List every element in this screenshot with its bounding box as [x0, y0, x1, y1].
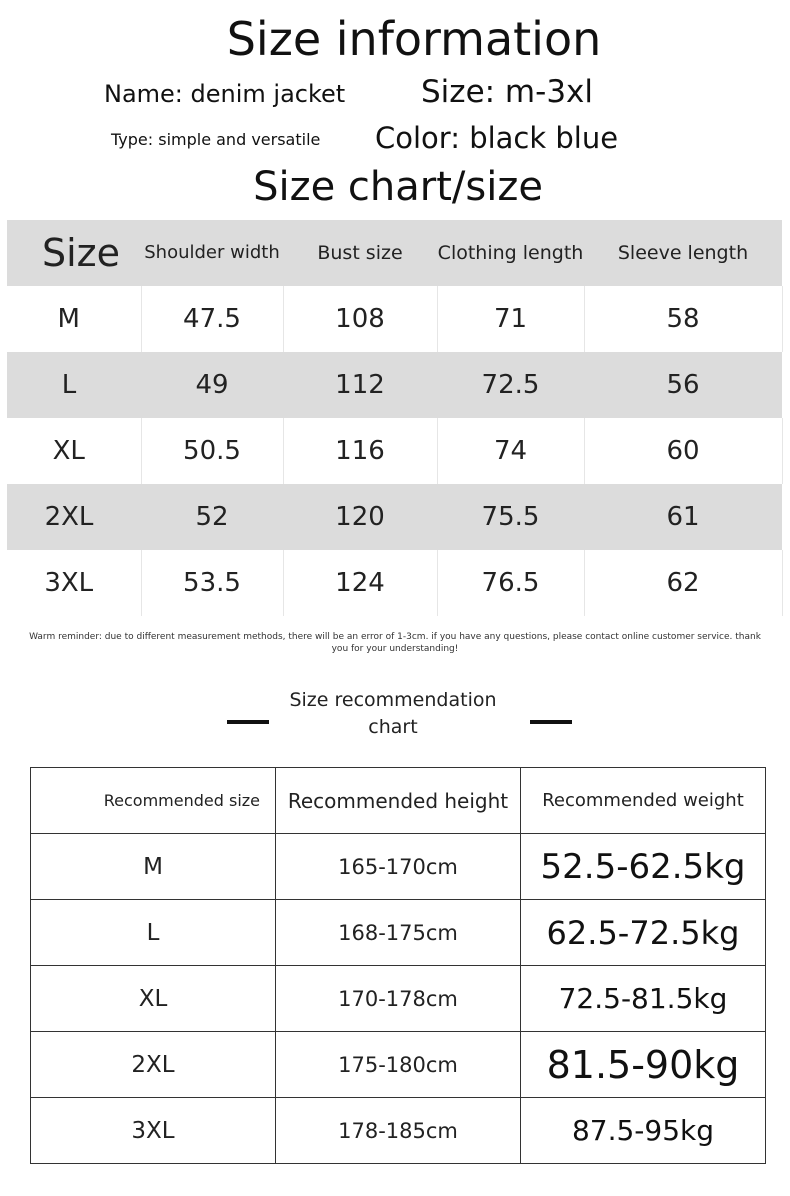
table-cell: 61 — [584, 484, 782, 550]
column-header: Size — [7, 220, 141, 286]
table-cell: 2XL — [30, 1031, 276, 1098]
column-header: Shoulder width — [141, 220, 283, 286]
warm-reminder: Warm reminder: due to different measurem… — [29, 632, 761, 654]
table-cell: 124 — [283, 550, 438, 616]
table-row: M 165-170cm 52.5-62.5kg — [30, 833, 766, 900]
table-row: 3XL 53.5 124 76.5 62 — [7, 550, 783, 616]
table-row: 2XL 52 120 75.5 61 — [7, 484, 782, 550]
product-name: Name: denim jacket — [104, 80, 346, 108]
table-cell: 116 — [283, 418, 438, 484]
size-recommendation-table: Recommended size Recommended height Recomm… — [30, 767, 766, 1164]
table-cell: 47.5 — [141, 286, 284, 352]
table-row: L 168-175cm 62.5-72.5kg — [30, 899, 766, 966]
table-cell: 53.5 — [141, 550, 284, 616]
column-header: Sleeve length — [584, 220, 782, 286]
table-cell: 3XL — [30, 1097, 276, 1164]
product-size-range: Size: m-3xl — [421, 74, 593, 110]
table-cell: 112 — [283, 352, 437, 418]
divider-right — [530, 720, 572, 724]
table-cell: 165-170cm — [275, 833, 521, 900]
table-cell: 175-180cm — [275, 1031, 521, 1098]
table-cell: 71 — [437, 286, 585, 352]
table-cell: M — [7, 286, 142, 352]
table-cell: 52.5-62.5kg — [520, 833, 766, 900]
table-cell: 50.5 — [141, 418, 284, 484]
table-cell: 72.5-81.5kg — [520, 965, 766, 1032]
page-title: Size information — [226, 12, 602, 66]
table-cell: 81.5-90kg — [520, 1031, 766, 1098]
recommendation-title: Size recommendation chart — [289, 689, 497, 738]
size-chart-table: Size Shoulder width Bust size Clothing leng… — [7, 220, 783, 616]
table-cell: 62.5-72.5kg — [520, 899, 766, 966]
table-cell: M — [30, 833, 276, 900]
column-header: Recommended weight — [520, 767, 766, 834]
divider-left — [227, 720, 269, 724]
table-cell: 108 — [283, 286, 438, 352]
table-cell: 74 — [437, 418, 585, 484]
table-cell: XL — [30, 965, 276, 1032]
table-cell: L — [7, 352, 141, 418]
table-cell: 76.5 — [437, 550, 585, 616]
table-cell: 60 — [584, 418, 783, 484]
table-row: L 49 112 72.5 56 — [7, 352, 782, 418]
size-chart-title: Size chart/size — [253, 164, 543, 210]
column-header: Recommended height — [275, 767, 521, 834]
table-cell: 3XL — [7, 550, 142, 616]
table-cell: 62 — [584, 550, 783, 616]
table-cell: 72.5 — [437, 352, 584, 418]
product-type: Type: simple and versatile — [111, 130, 321, 149]
table-row: 3XL 178-185cm 87.5-95kg — [30, 1097, 766, 1164]
table-row: M 47.5 108 71 58 — [7, 286, 783, 352]
table-header-row: Recommended size Recommended height Recomm… — [30, 767, 766, 834]
table-cell: XL — [7, 418, 142, 484]
table-header-row: Size Shoulder width Bust size Clothing leng… — [7, 220, 782, 286]
table-cell: 170-178cm — [275, 965, 521, 1032]
table-row: XL 50.5 116 74 60 — [7, 418, 783, 484]
table-cell: 168-175cm — [275, 899, 521, 966]
table-cell: 2XL — [7, 484, 141, 550]
table-row: 2XL 175-180cm 81.5-90kg — [30, 1031, 766, 1098]
table-cell: 52 — [141, 484, 283, 550]
table-cell: 178-185cm — [275, 1097, 521, 1164]
table-row: XL 170-178cm 72.5-81.5kg — [30, 965, 766, 1032]
column-header: Bust size — [283, 220, 437, 286]
column-header: Recommended size — [30, 767, 276, 834]
table-cell: 56 — [584, 352, 782, 418]
table-cell: 58 — [584, 286, 783, 352]
table-cell: L — [30, 899, 276, 966]
column-header: Clothing length — [437, 220, 584, 286]
table-cell: 75.5 — [437, 484, 584, 550]
table-cell: 87.5-95kg — [520, 1097, 766, 1164]
product-color: Color: black blue — [375, 121, 619, 155]
table-cell: 120 — [283, 484, 437, 550]
table-cell: 49 — [141, 352, 283, 418]
